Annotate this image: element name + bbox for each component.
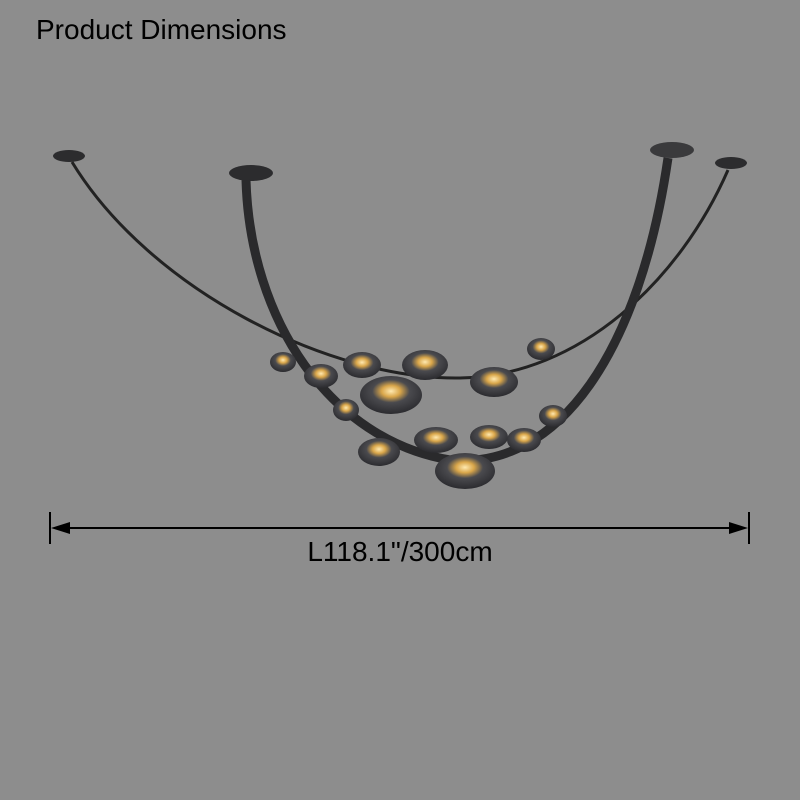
arrow-left-icon [51,522,70,534]
page-title: Product Dimensions [36,14,287,45]
ceiling-canopy [650,142,694,158]
arm-arc [241,157,673,466]
glass-globes [270,338,567,489]
ceiling-canopy [53,150,85,162]
length-label: L118.1"/300cm [307,536,493,567]
ceiling-canopy [229,165,273,181]
dimension-line [49,512,750,544]
arrow-right-icon [729,522,748,534]
chandelier [53,142,747,489]
ceiling-canopy [715,157,747,169]
arm-arc [70,161,730,380]
